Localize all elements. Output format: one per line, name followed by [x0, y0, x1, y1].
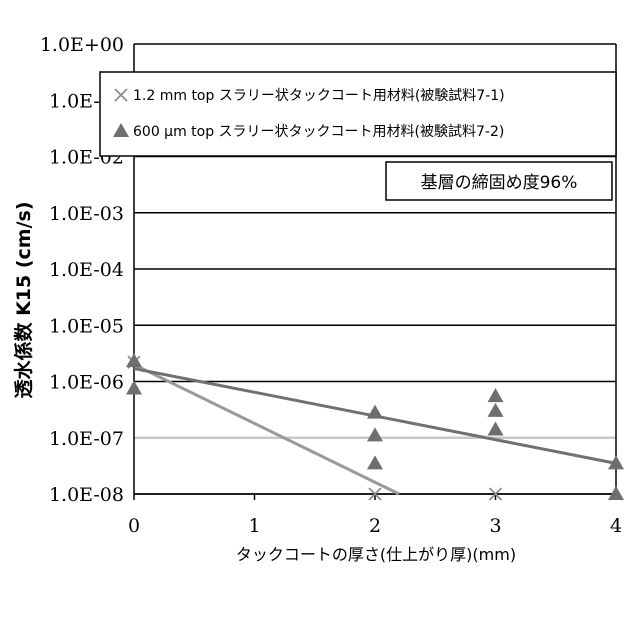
y-axis-title: 透水係数 K15 (cm/s) [12, 201, 35, 398]
legend-label-series-1: 1.2 mm top スラリー状タックコート用材料(被験試料7-1) [133, 88, 505, 104]
data-point-triangle [126, 353, 142, 367]
x-tick-label: 3 [489, 515, 501, 537]
y-tick-label: 1.0E-05 [49, 315, 124, 337]
x-tick-label: 1 [248, 515, 260, 537]
y-tick-label: 1.0E-07 [49, 428, 124, 450]
data-point-triangle [608, 486, 624, 500]
y-tick-label: 1.0E+00 [40, 34, 124, 56]
x-tick-label: 2 [369, 515, 381, 537]
data-point-triangle [367, 405, 383, 419]
x-axis-title: タックコートの厚さ(仕上がり厚)(mm) [236, 545, 516, 564]
x-tick-label: 4 [610, 515, 622, 537]
data-point-triangle [488, 388, 504, 402]
annotation-text: 基層の締固め度96% [421, 173, 578, 193]
y-tick-label: 1.0E-08 [49, 484, 124, 506]
legend-label-series-2: 600 μm top スラリー状タックコート用材料(被験試料7-2) [133, 124, 504, 140]
annotation-box: 基層の締固め度96% [386, 162, 612, 200]
data-point-triangle [367, 455, 383, 469]
x-tick-label: 0 [128, 515, 140, 537]
y-tick-label: 1.0E-04 [49, 259, 124, 281]
y-tick-label: 1.0E-06 [49, 372, 124, 394]
legend: 1.2 mm top スラリー状タックコート用材料(被験試料7-1) 600 μ… [100, 72, 616, 156]
data-point-triangle [488, 422, 504, 436]
data-point-triangle [367, 427, 383, 441]
data-point-triangle [488, 403, 504, 417]
legend-box [100, 72, 616, 156]
data-point-triangle [126, 381, 142, 395]
y-tick-label: 1.0E-03 [49, 203, 124, 225]
trendline-series-1 [134, 365, 399, 494]
